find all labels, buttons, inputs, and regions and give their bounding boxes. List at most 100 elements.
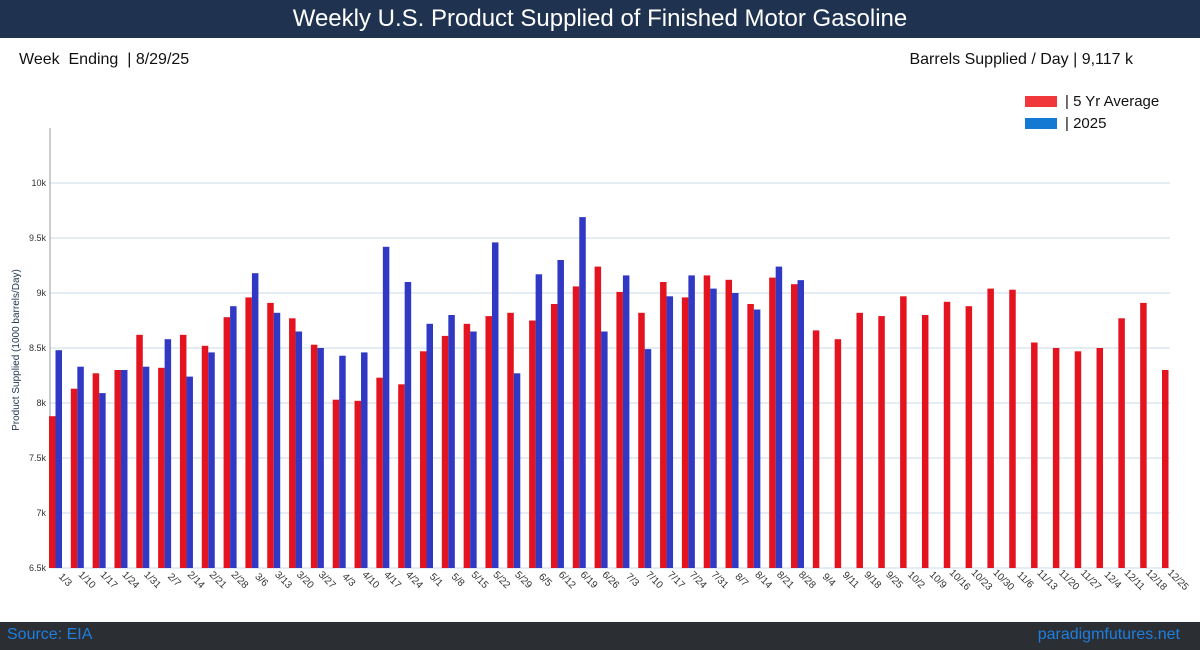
bar-5yr-average (1118, 318, 1125, 568)
x-tick-label: 12/18 (1143, 567, 1169, 593)
bar-2025 (448, 315, 455, 568)
x-tick-label: 1/10 (76, 569, 98, 591)
bar-5yr-average (70, 388, 78, 568)
bar-5yr-average (310, 344, 318, 568)
bar-5yr-average (245, 297, 252, 568)
bar-2025 (470, 331, 477, 568)
bar-5yr-average (223, 317, 231, 568)
bar-2025 (557, 260, 564, 568)
bar-5yr-average (158, 367, 165, 568)
x-tick-label: 4/3 (340, 571, 358, 589)
bar-2025 (317, 348, 324, 568)
x-tick-label: 4/24 (403, 569, 425, 591)
bar-2025 (55, 350, 62, 568)
bar-2025 (251, 273, 259, 568)
bar-5yr-average (921, 315, 929, 568)
bar-5yr-average (376, 377, 383, 568)
x-tick-label: 8/21 (774, 569, 796, 591)
y-tick-label: 7.5k (29, 453, 47, 463)
chart-title: Weekly U.S. Product Supplied of Finished… (292, 5, 908, 32)
site-link[interactable]: paradigmfutures.net (1037, 626, 1180, 643)
x-tick-label: 9/4 (820, 571, 838, 589)
bar-2025 (491, 242, 499, 568)
bar-2025 (186, 376, 193, 568)
bar-2025 (361, 352, 368, 568)
x-tick-label: 1/24 (119, 569, 141, 591)
bar-2025 (710, 288, 717, 568)
x-tick-label: 7/24 (687, 569, 709, 591)
bar-2025 (622, 275, 630, 568)
bar-2025 (797, 280, 804, 568)
bar-5yr-average (354, 400, 362, 568)
bar-5yr-average (594, 266, 602, 568)
x-tick-label: 6/5 (536, 571, 554, 589)
legend-item-2025[interactable]: | 2025 (1025, 112, 1159, 134)
bar-2025 (579, 217, 586, 568)
y-tick-label: 10k (31, 178, 46, 188)
bar-5yr-average (179, 334, 187, 568)
x-tick-label: 12/4 (1102, 569, 1124, 591)
x-tick-label: 8/7 (732, 571, 750, 589)
bar-5yr-average (965, 306, 973, 568)
bar-2025 (666, 296, 674, 568)
x-tick-label: 5/8 (449, 571, 467, 589)
bar-2025 (273, 312, 281, 568)
bar-5yr-average (1031, 342, 1038, 568)
source-label: Source: EIA (7, 626, 93, 643)
x-tick-label: 10/16 (947, 567, 973, 593)
bar-2025 (688, 275, 695, 568)
bar-5yr-average (463, 323, 471, 568)
x-tick-label: 8/14 (752, 569, 774, 591)
bar-2025 (513, 373, 521, 568)
y-tick-label: 8.5k (29, 343, 47, 353)
bar-5yr-average (398, 384, 405, 568)
chart-title-bar: Weekly U.S. Product Supplied of Finished… (0, 0, 1200, 38)
bar-2025 (775, 266, 783, 568)
y-tick-label: 8k (36, 398, 46, 408)
x-tick-label: 9/18 (861, 569, 883, 591)
x-tick-label: 7/31 (709, 569, 731, 591)
bar-5yr-average (987, 288, 994, 568)
legend: | 5 Yr Average | 2025 (1025, 90, 1159, 134)
bar-2025 (426, 323, 433, 568)
bar-5yr-average (812, 330, 820, 568)
bar-5yr-average (638, 312, 645, 568)
x-tick-label: 12/25 (1165, 567, 1191, 593)
barrels-supplied-label: Barrels Supplied / Day | 9,117 k (909, 51, 1133, 68)
x-tick-label: 10/23 (969, 567, 995, 593)
bar-5yr-average (900, 296, 907, 568)
bar-5yr-average (485, 316, 492, 568)
x-tick-label: 7/17 (665, 569, 687, 591)
bar-5yr-average (420, 351, 427, 568)
bar-2025 (208, 352, 215, 568)
bar-5yr-average (572, 286, 580, 568)
bar-5yr-average (703, 275, 711, 568)
x-tick-label: 1/17 (98, 569, 120, 591)
bar-2025 (535, 274, 543, 568)
x-tick-label: 4/10 (360, 569, 382, 591)
bar-2025 (230, 306, 237, 568)
bar-2025 (99, 393, 106, 568)
bar-5yr-average (878, 316, 885, 568)
x-tick-label: 5/1 (427, 571, 445, 589)
bar-5yr-average (1009, 289, 1016, 568)
bar-5yr-average (616, 291, 623, 568)
bar-2025 (382, 246, 390, 569)
legend-label-5yr-average: | 5 Yr Average (1065, 92, 1160, 110)
y-tick-label: 7k (36, 508, 46, 518)
x-tick-label: 12/11 (1122, 568, 1147, 593)
bar-5yr-average (92, 373, 100, 568)
x-tick-label: 7/10 (643, 569, 665, 591)
x-tick-label: 5/29 (512, 569, 534, 591)
x-tick-label: 3/20 (294, 569, 316, 591)
bar-2025 (77, 366, 84, 568)
x-tick-label: 2/7 (165, 571, 183, 589)
legend-item-5yr-average[interactable]: | 5 Yr Average (1025, 90, 1159, 112)
bar-2025 (339, 355, 346, 568)
x-tick-label: 11/20 (1056, 568, 1081, 593)
bar-5yr-average (201, 345, 209, 568)
footer-bar: Source: EIA paradigmfutures.net (0, 622, 1200, 650)
bar-chart: 6.5k 7k 7.5k 8k 8.5k 9k 9.5k 10k Product Supplie… (11, 128, 1191, 593)
x-tick-label: 6/12 (556, 569, 578, 591)
bar-5yr-average (725, 279, 733, 568)
